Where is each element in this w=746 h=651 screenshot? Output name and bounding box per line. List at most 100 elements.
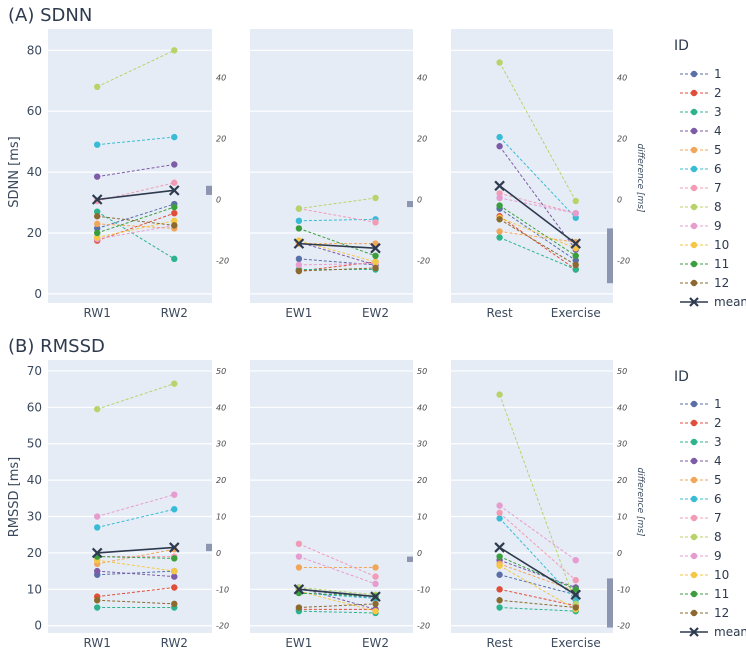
legend-marker [690, 590, 698, 598]
legend-item-id-3[interactable]: 3 [680, 105, 722, 119]
diff-tick-label: -20 [617, 622, 630, 631]
panel-sdnn-1: RW1 RW2 -20 0 20 40 [48, 29, 229, 320]
legend-item-id-6[interactable]: 6 [680, 162, 722, 176]
series-line-id-9 [298, 556, 376, 585]
legend-item-id-11[interactable]: 11 [680, 587, 729, 601]
legend-item-id-7[interactable]: 7 [680, 511, 722, 525]
legend-label: 10 [714, 568, 729, 582]
data-point-id-8 [295, 205, 303, 212]
legend-marker [690, 127, 698, 135]
difference-bar [206, 543, 212, 552]
mean-line [298, 588, 376, 598]
legend-item-id-1[interactable]: 1 [680, 67, 722, 81]
section-title-b: (B) RMSSD [8, 336, 105, 357]
data-point-id-8 [572, 197, 579, 205]
legend-label: 4 [714, 454, 722, 468]
legend-item-id-4[interactable]: 4 [680, 454, 722, 468]
series-line-id-2 [499, 588, 576, 607]
legend-title: ID [674, 38, 689, 54]
data-point-id-12 [572, 604, 579, 611]
mean-marker [91, 194, 103, 205]
legend-item-id-12[interactable]: 12 [680, 606, 729, 620]
diff-tick-label: 50 [216, 367, 226, 376]
legend-label: mean [714, 625, 746, 639]
series-line-id-6 [298, 218, 376, 222]
data-point-id-2 [496, 586, 503, 593]
data-point-id-1 [94, 225, 101, 232]
mean-marker [293, 584, 305, 595]
x-tick-label: RW1 [84, 636, 111, 650]
data-point-id-9 [94, 513, 101, 520]
legend-marker [690, 222, 698, 230]
legend-item-id-9[interactable]: 9 [680, 219, 722, 233]
data-point-id-12 [94, 213, 101, 220]
series-line-id-6 [499, 517, 577, 601]
data-point-id-6 [295, 217, 303, 224]
legend-item-id-5[interactable]: 5 [680, 473, 722, 487]
series-line-id-2 [97, 587, 175, 598]
legend-marker [690, 146, 698, 154]
series-line-id-7 [499, 512, 577, 581]
data-point-id-11 [572, 252, 579, 260]
legend-item-id-8[interactable]: 8 [680, 200, 722, 214]
data-point-id-8 [94, 405, 101, 413]
data-point-id-3 [572, 266, 579, 273]
series-line-id-8 [499, 62, 577, 202]
data-point-id-1 [572, 257, 579, 264]
legend-item-id-3[interactable]: 3 [680, 435, 722, 449]
mean-marker [91, 547, 103, 559]
diff-tick-label: 10 [216, 513, 226, 522]
series-line-id-3 [499, 237, 576, 270]
legend-label: 2 [714, 416, 722, 430]
section-title-a: (A) SDNN [8, 5, 92, 26]
data-point-id-3 [94, 604, 101, 611]
legend-item-id-11[interactable]: 11 [680, 257, 729, 271]
legend-item-id-10[interactable]: 10 [680, 238, 729, 252]
legend-marker [690, 203, 698, 211]
y-tick-label: 60 [27, 104, 42, 118]
legend-item-id-7[interactable]: 7 [680, 181, 722, 195]
legend-item-id-2[interactable]: 2 [680, 416, 722, 430]
legend-item-id-4[interactable]: 4 [680, 124, 722, 138]
series-line-id-4 [499, 145, 577, 251]
series-line-id-7 [298, 208, 376, 223]
series-line-id-1 [499, 208, 577, 261]
diff-tick-label: -10 [216, 585, 229, 594]
legend-item-id-5[interactable]: 5 [680, 143, 722, 157]
legend-marker [690, 495, 698, 503]
y-tick-label: 20 [27, 546, 42, 560]
x-tick-label: RW1 [84, 306, 111, 320]
legend-item-id-2[interactable]: 2 [680, 86, 722, 100]
panel-rmssd-3: Rest Exercise -20 -10 0 10 20 30 40 50 [451, 360, 630, 650]
panel-background [451, 360, 613, 633]
data-point-id-10 [372, 258, 379, 266]
legend-item-id-9[interactable]: 9 [680, 549, 722, 563]
series-line-id-5 [97, 548, 175, 565]
series-line-id-4 [499, 559, 576, 588]
legend-marker [690, 279, 698, 287]
series-line-id-9 [97, 494, 175, 518]
series-line-id-3 [298, 610, 376, 614]
legend-item-mean[interactable]: mean [680, 625, 746, 639]
legend-item-id-6[interactable]: 6 [680, 492, 722, 506]
legend-marker [690, 70, 698, 78]
diff-tick-label: 20 [417, 476, 427, 485]
diff-tick-label: -20 [417, 256, 430, 265]
y-tick-label: 80 [27, 43, 42, 57]
legend-item-id-8[interactable]: 8 [680, 530, 722, 544]
legend-item-id-12[interactable]: 12 [680, 276, 729, 290]
data-point-id-12 [171, 600, 178, 608]
legend-label: 9 [714, 219, 722, 233]
mean-marker [169, 542, 180, 553]
legend-item-mean[interactable]: mean [680, 295, 746, 309]
legend-item-id-1[interactable]: 1 [680, 397, 722, 411]
data-point-id-7 [171, 179, 178, 186]
diff-tick-label: 20 [417, 135, 427, 144]
data-point-id-12 [171, 222, 178, 229]
legend-marker [690, 457, 698, 465]
diff-tick-label: -10 [417, 585, 430, 594]
x-tick-label: RW2 [161, 306, 188, 320]
legend-label: 7 [714, 181, 722, 195]
series-line-id-4 [97, 163, 175, 178]
legend-item-id-10[interactable]: 10 [680, 568, 729, 582]
